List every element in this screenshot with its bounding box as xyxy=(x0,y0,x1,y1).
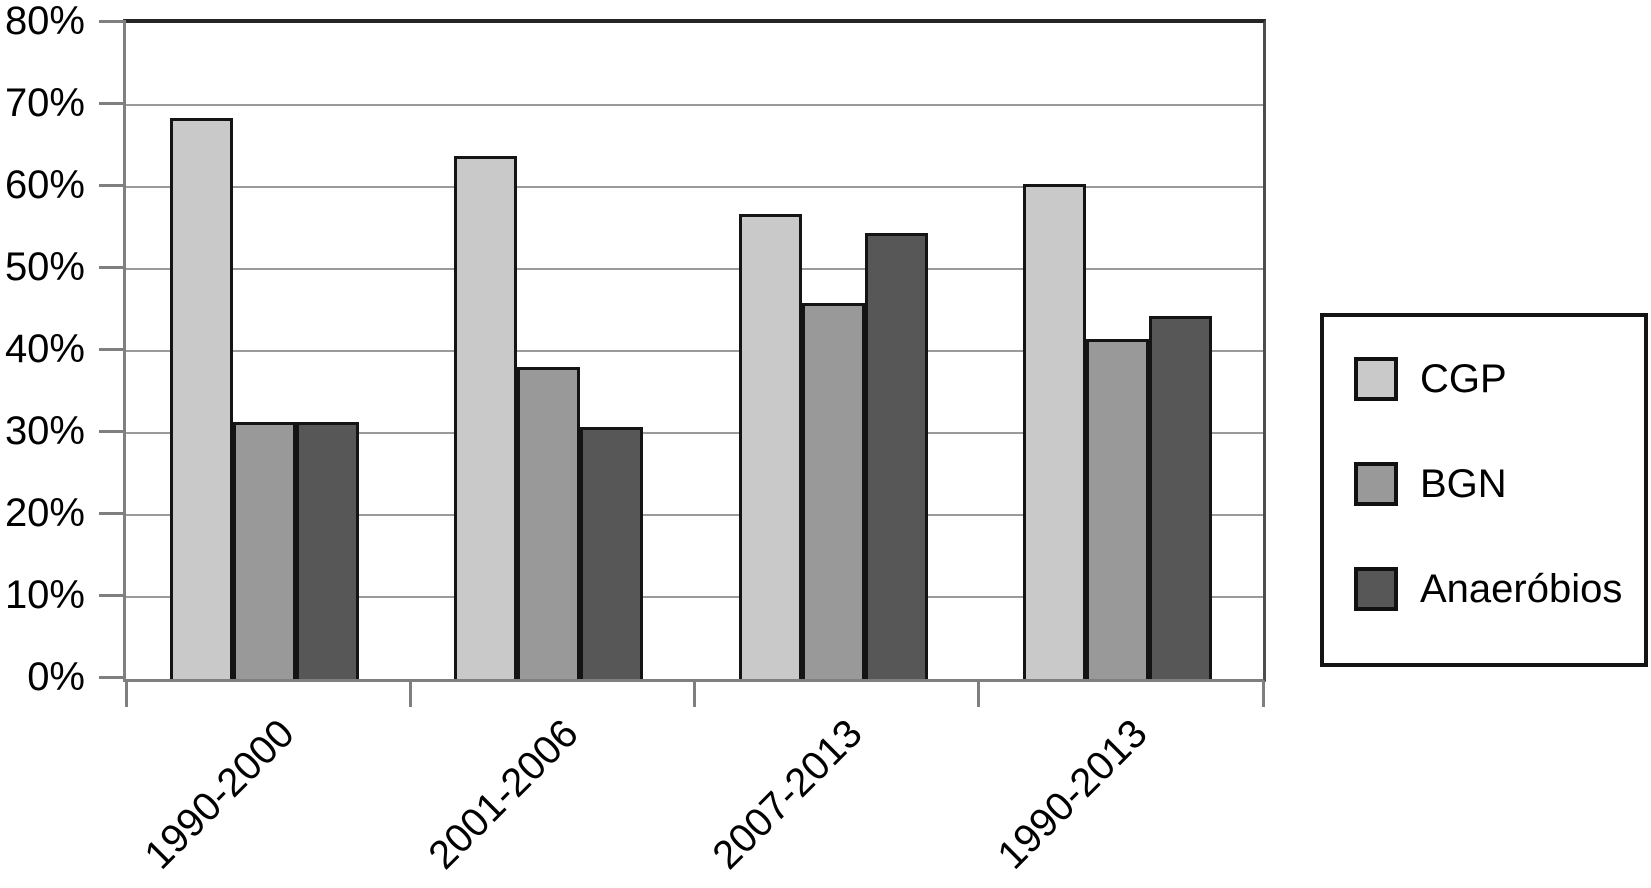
y-axis-label-10: 10% xyxy=(4,573,85,617)
gridline-70 xyxy=(126,104,1263,106)
bar-cgp-1990-2013 xyxy=(1022,183,1086,679)
bar-cgp-2001-2006 xyxy=(454,155,518,679)
bar-anaeróbios-1990-2013 xyxy=(1148,315,1212,679)
bar-cgp-1990-2000 xyxy=(170,118,233,679)
y-tick-20 xyxy=(99,512,126,515)
y-tick-30 xyxy=(99,430,126,433)
bar-bgn-2001-2006 xyxy=(517,367,581,679)
legend-item-cgp: CGP xyxy=(1354,357,1644,401)
x-axis-label-2007-2013: 2007-2013 xyxy=(704,711,872,878)
bar-bgn-2007-2013 xyxy=(801,303,865,679)
bar-group-1990-2000 xyxy=(126,23,410,679)
y-tick-40 xyxy=(99,348,126,351)
legend-label-bgn: BGN xyxy=(1420,462,1507,506)
y-tick-80 xyxy=(99,20,126,23)
x-tick-3 xyxy=(977,681,981,707)
bar-bgn-1990-2013 xyxy=(1085,338,1149,679)
bar-group-2007-2013 xyxy=(695,23,979,679)
bar-anaeróbios-1990-2000 xyxy=(296,421,359,679)
y-axis-label-0: 0% xyxy=(27,655,85,699)
bar-anaeróbios-2001-2006 xyxy=(580,427,644,679)
gridline-60 xyxy=(126,186,1263,188)
y-axis-label-60: 60% xyxy=(4,163,85,207)
x-axis-label-1990-2000: 1990-2000 xyxy=(136,711,303,878)
gridline-40 xyxy=(126,350,1263,352)
legend-label-anaerobios: Anaeróbios xyxy=(1420,567,1623,611)
legend-swatch-anaerobios xyxy=(1354,567,1398,611)
x-axis-label-2001-2006: 2001-2006 xyxy=(420,711,587,878)
bar-bgn-1990-2000 xyxy=(233,421,296,679)
gridline-50 xyxy=(126,268,1263,270)
x-tick-1 xyxy=(408,681,412,707)
plot-area xyxy=(123,19,1266,682)
legend-item-bgn: BGN xyxy=(1354,462,1644,506)
bar-group-1990-2013 xyxy=(979,23,1263,679)
y-tick-60 xyxy=(99,184,126,187)
y-tick-50 xyxy=(99,266,126,269)
x-tick-4 xyxy=(1261,681,1265,707)
x-tick-0 xyxy=(124,681,128,707)
y-tick-70 xyxy=(99,102,126,105)
bar-group-2001-2006 xyxy=(410,23,694,679)
gridline-30 xyxy=(126,432,1263,434)
x-axis-label-1990-2013: 1990-2013 xyxy=(988,711,1156,878)
y-axis-label-50: 50% xyxy=(4,245,85,289)
y-axis-label-20: 20% xyxy=(4,491,85,535)
legend-label-cgp: CGP xyxy=(1420,357,1507,401)
y-axis-label-70: 70% xyxy=(4,81,85,125)
legend-swatch-cgp xyxy=(1354,357,1398,401)
legend: CGP BGN Anaeróbios xyxy=(1320,313,1648,667)
bar-anaeróbios-2007-2013 xyxy=(864,232,928,679)
gridline-10 xyxy=(126,596,1263,598)
legend-swatch-bgn xyxy=(1354,462,1398,506)
x-tick-2 xyxy=(693,681,696,707)
y-axis-label-80: 80% xyxy=(4,0,85,43)
y-tick-10 xyxy=(99,594,126,597)
y-tick-0 xyxy=(99,676,126,679)
bar-groups xyxy=(126,23,1263,679)
legend-item-anaerobios: Anaeróbios xyxy=(1354,567,1644,611)
bar-cgp-2007-2013 xyxy=(738,214,802,679)
y-axis-label-40: 40% xyxy=(4,327,85,371)
gridline-20 xyxy=(126,514,1263,516)
y-axis-label-30: 30% xyxy=(4,409,85,453)
